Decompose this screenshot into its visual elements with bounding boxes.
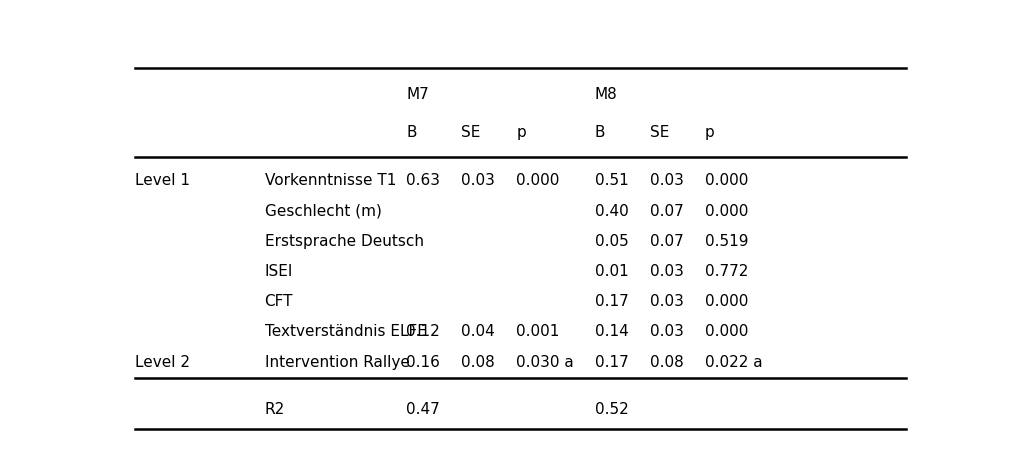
Text: 0.17: 0.17	[595, 294, 628, 309]
Text: Geschlecht (m): Geschlecht (m)	[265, 203, 382, 219]
Text: 0.40: 0.40	[595, 203, 628, 219]
Text: 0.12: 0.12	[406, 324, 439, 340]
Text: 0.772: 0.772	[705, 264, 748, 279]
Text: 0.519: 0.519	[705, 234, 748, 249]
Text: 0.47: 0.47	[406, 402, 439, 417]
Text: 0.51: 0.51	[595, 173, 628, 189]
Text: 0.030 a: 0.030 a	[517, 354, 574, 370]
Text: 0.17: 0.17	[595, 354, 628, 370]
Text: Level 2: Level 2	[135, 354, 190, 370]
Text: 0.03: 0.03	[650, 173, 684, 189]
Text: 0.03: 0.03	[650, 294, 684, 309]
Text: 0.08: 0.08	[650, 354, 684, 370]
Text: Vorkenntnisse T1: Vorkenntnisse T1	[265, 173, 396, 189]
Text: 0.07: 0.07	[650, 234, 684, 249]
Text: 0.03: 0.03	[461, 173, 495, 189]
Text: CFT: CFT	[265, 294, 293, 309]
Text: 0.022 a: 0.022 a	[705, 354, 762, 370]
Text: 0.05: 0.05	[595, 234, 628, 249]
Text: B: B	[595, 125, 605, 140]
Text: 0.03: 0.03	[650, 264, 684, 279]
Text: Erstsprache Deutsch: Erstsprache Deutsch	[265, 234, 423, 249]
Text: 0.63: 0.63	[406, 173, 441, 189]
Text: R2: R2	[265, 402, 285, 417]
Text: 0.16: 0.16	[406, 354, 439, 370]
Text: 0.000: 0.000	[705, 203, 748, 219]
Text: 0.000: 0.000	[705, 324, 748, 340]
Text: 0.52: 0.52	[595, 402, 628, 417]
Text: Textverständnis ELFE: Textverständnis ELFE	[265, 324, 426, 340]
Text: Intervention Rallye: Intervention Rallye	[265, 354, 409, 370]
Text: B: B	[406, 125, 416, 140]
Text: SE: SE	[650, 125, 669, 140]
Text: p: p	[705, 125, 715, 140]
Text: 0.04: 0.04	[461, 324, 495, 340]
Text: ISEI: ISEI	[265, 264, 293, 279]
Text: 0.000: 0.000	[517, 173, 559, 189]
Text: 0.001: 0.001	[517, 324, 559, 340]
Text: SE: SE	[461, 125, 480, 140]
Text: 0.14: 0.14	[595, 324, 628, 340]
Text: 0.000: 0.000	[705, 294, 748, 309]
Text: Level 1: Level 1	[135, 173, 190, 189]
Text: 0.07: 0.07	[650, 203, 684, 219]
Text: 0.03: 0.03	[650, 324, 684, 340]
Text: p: p	[517, 125, 526, 140]
Text: 0.08: 0.08	[461, 354, 495, 370]
Text: M8: M8	[595, 87, 618, 101]
Text: 0.000: 0.000	[705, 173, 748, 189]
Text: M7: M7	[406, 87, 429, 101]
Text: 0.01: 0.01	[595, 264, 628, 279]
